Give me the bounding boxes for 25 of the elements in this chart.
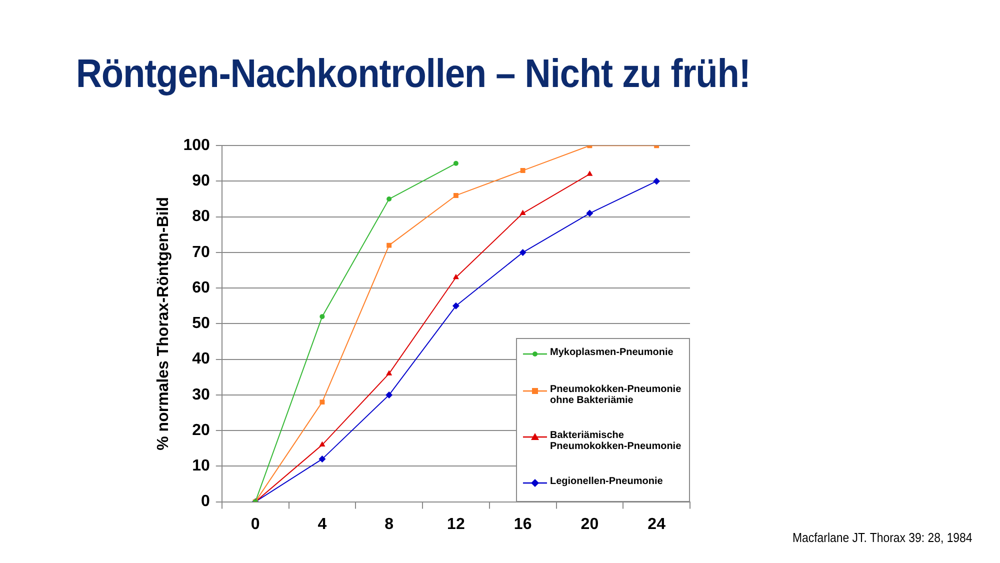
y-axis-title: % normales Thorax-Röntgen-Bild — [155, 197, 172, 450]
y-tick-label: 20 — [192, 422, 210, 439]
y-tick-label: 50 — [192, 315, 210, 332]
y-tick-label: 60 — [192, 279, 210, 296]
y-tick-label: 100 — [183, 137, 210, 154]
legend-label: Legionellen-Pneumonie — [550, 476, 663, 487]
legend-label: Mykoplasmen-Pneumonie — [550, 346, 674, 358]
x-tick-label: 12 — [447, 516, 465, 533]
text: Macfarlane JT. Thorax 39: 28, 1984 — [792, 530, 972, 545]
legend-label: Pneumokokken-Pneumonie ohne Bakteriämie — [550, 384, 682, 406]
y-tick-label: 40 — [192, 350, 210, 368]
x-tick-label: 16 — [514, 516, 532, 533]
y-tick-label: 30 — [192, 386, 210, 404]
legend-label: Bakteriämische Pneumokokken-Pneumonie — [550, 430, 682, 452]
x-tick-label: 20 — [580, 516, 599, 533]
y-tick-label: 10 — [192, 458, 210, 475]
x-tick-label: 4 — [318, 516, 327, 533]
y-tick-label: 0 — [200, 493, 210, 510]
y-tick-label: 90 — [192, 172, 210, 190]
x-tick-label: 0 — [250, 516, 260, 533]
y-tick-label: 80 — [192, 208, 210, 226]
chart-title: Röntgen-Nachkontrollen – Nicht zu früh! — [76, 52, 750, 97]
x-tick-label: 24 — [648, 516, 666, 533]
x-tick-label: 8 — [384, 516, 394, 533]
y-tick-label: 70 — [192, 244, 210, 261]
